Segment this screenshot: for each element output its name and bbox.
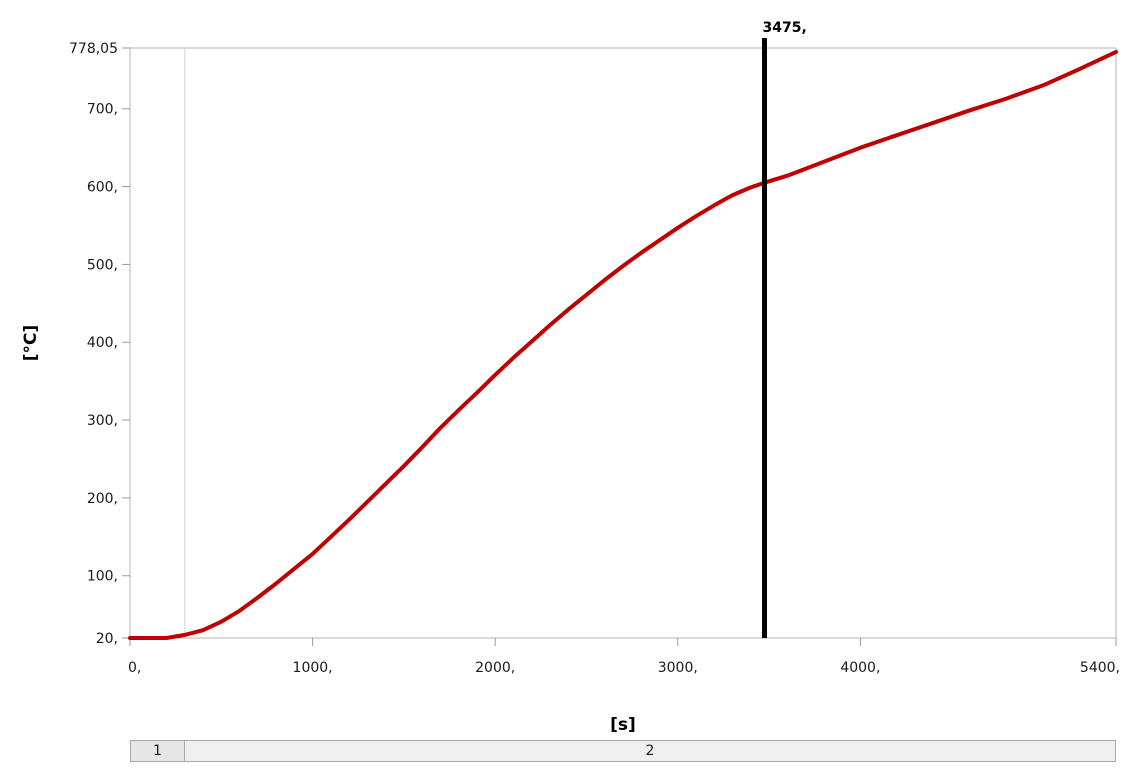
series-point: [384, 482, 388, 486]
plot-frame: [129, 47, 1117, 639]
series-point: [438, 426, 442, 430]
series-point: [1078, 67, 1081, 71]
series-point: [128, 636, 132, 640]
step-bar: 1 2: [130, 740, 1116, 762]
y-tick-label: 300,: [87, 413, 118, 429]
series-point: [676, 226, 680, 230]
series-point: [238, 609, 242, 613]
series-point: [1004, 97, 1008, 101]
y-tick-label: 400,: [87, 335, 118, 351]
time-cursor-label: 3475,: [763, 20, 807, 36]
x-tick-label: 4000,: [840, 660, 880, 676]
series-point: [603, 278, 607, 282]
x-tick-label: 3000,: [658, 660, 698, 676]
series-layer: [128, 49, 1118, 640]
series-point: [749, 185, 753, 189]
series-point: [256, 596, 260, 599]
series-point: [329, 535, 333, 539]
series-point: [566, 308, 570, 312]
series-point: [712, 203, 716, 207]
temperature-series-line: [128, 49, 1118, 640]
series-point: [694, 214, 698, 218]
series-point: [931, 121, 935, 125]
series-point: [1041, 83, 1045, 87]
x-tick-label: 0,: [128, 660, 141, 676]
series-point: [201, 628, 205, 632]
series-point: [548, 323, 552, 327]
series-point: [475, 391, 479, 395]
series-point: [165, 636, 168, 640]
y-tick-label: 700,: [87, 102, 118, 118]
series-point: [530, 340, 534, 343]
series-point: [292, 567, 296, 571]
y-tick-label: 600,: [87, 180, 118, 196]
series-point: [457, 408, 461, 412]
series-point: [365, 500, 369, 504]
series-point: [420, 445, 424, 449]
series-point: [493, 373, 497, 377]
y-tick-label: 500,: [87, 257, 118, 273]
series-point: [1114, 50, 1118, 54]
series-point: [895, 133, 899, 137]
time-cursor-group[interactable]: 3475,: [762, 20, 807, 638]
series-point: [785, 174, 789, 178]
series-point: [731, 193, 735, 197]
x-tick-label: 2000,: [475, 660, 515, 676]
series-point: [858, 146, 862, 150]
y-tick-label: 200,: [87, 491, 118, 507]
x-tick-label: 5400,: [1080, 660, 1120, 676]
series-point: [585, 293, 588, 297]
series-point: [511, 356, 515, 360]
step-2-tab[interactable]: 2: [185, 741, 1115, 761]
temperature-chart: 20, 100, 200, 300, 400, 500, 600, 700, 778,05 0,…: [21, 20, 1120, 735]
series-point: [311, 552, 315, 556]
y-tick-label: 100,: [87, 569, 118, 585]
y-axis-ticks: 20, 100, 200, 300, 400, 500, 600, 700, 778,05: [69, 41, 130, 647]
y-axis-title: [°C]: [21, 325, 41, 362]
series-point: [639, 251, 643, 255]
series-point: [146, 636, 150, 640]
series-point: [621, 264, 625, 268]
series-point: [658, 238, 661, 242]
series-point: [822, 160, 826, 164]
series-point: [219, 620, 223, 624]
series-point: [274, 582, 278, 585]
x-tick-label: 1000,: [293, 660, 333, 676]
series-point: [183, 633, 187, 637]
x-axis-title: [s]: [610, 715, 636, 735]
series-point: [347, 518, 351, 522]
x-axis-ticks: 0, 1000, 2000, 3000, 4000, 5400,: [128, 638, 1120, 676]
y-tick-label: 778,05: [69, 41, 118, 57]
series-point: [968, 108, 972, 112]
y-tick-label: 20,: [96, 631, 118, 647]
step-1-tab[interactable]: 1: [131, 741, 185, 761]
series-point: [402, 464, 406, 468]
